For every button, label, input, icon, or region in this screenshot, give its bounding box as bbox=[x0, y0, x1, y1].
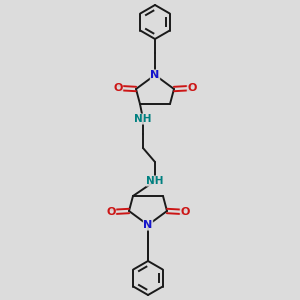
Text: NH: NH bbox=[134, 114, 152, 124]
Text: N: N bbox=[150, 70, 160, 80]
Text: O: O bbox=[113, 83, 123, 93]
Text: N: N bbox=[143, 220, 153, 230]
Text: O: O bbox=[187, 83, 197, 93]
Text: O: O bbox=[180, 207, 190, 217]
Text: NH: NH bbox=[146, 176, 164, 186]
Text: O: O bbox=[106, 207, 116, 217]
